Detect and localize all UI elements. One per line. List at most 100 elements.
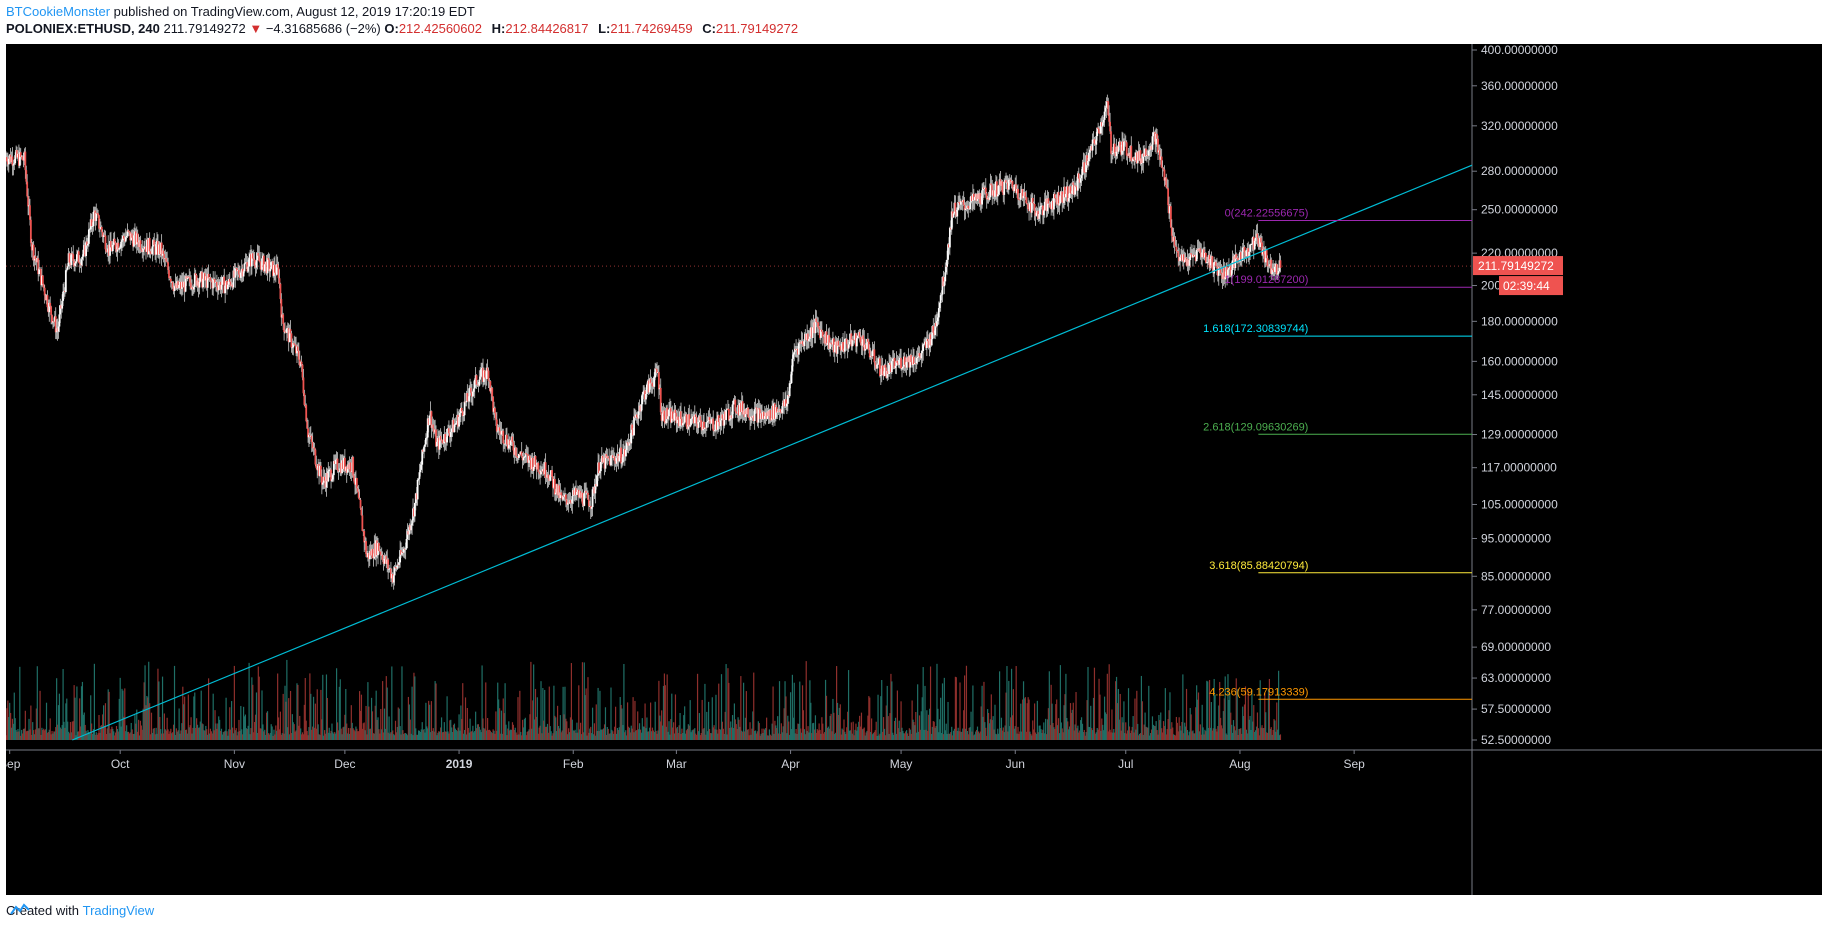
candle-body: [463, 401, 466, 416]
candle-body: [268, 259, 271, 272]
chart-header: BTCookieMonster published on TradingView…: [0, 0, 1828, 44]
candle-body: [1275, 264, 1278, 275]
candle-body: [864, 344, 867, 351]
candle-body: [200, 271, 203, 274]
candle-body: [828, 335, 831, 349]
candle-body: [306, 420, 309, 429]
candle-body: [589, 506, 592, 509]
candle-body: [203, 273, 205, 279]
candle-body: [754, 407, 757, 410]
y-tick-label: 160.00000000: [1481, 354, 1558, 368]
candle-body: [684, 414, 687, 417]
candle-body: [873, 349, 876, 363]
candle-body: [1000, 181, 1003, 186]
candle-body: [1006, 182, 1008, 184]
candle-body: [297, 350, 300, 360]
candle-body: [1260, 237, 1263, 243]
candle-body: [1084, 172, 1087, 173]
candle-body: [809, 336, 811, 339]
candle-body: [652, 386, 655, 387]
author-link[interactable]: BTCookieMonster: [6, 4, 111, 19]
candle-body: [966, 205, 969, 210]
candle-body: [248, 257, 251, 267]
candle-body: [937, 317, 939, 322]
candle-body: [63, 291, 65, 292]
candle-body: [1121, 141, 1123, 155]
candle-body: [120, 241, 123, 248]
candle-body: [983, 187, 986, 189]
candle-body: [775, 407, 778, 413]
candle-body: [1030, 203, 1032, 213]
candle-body: [1236, 257, 1239, 259]
candle-body: [992, 190, 995, 196]
candle-body: [395, 567, 398, 569]
candle-body: [967, 205, 970, 209]
candle-body: [711, 418, 714, 420]
candle-body: [51, 315, 53, 323]
candle-body: [960, 201, 962, 205]
candle-body: [641, 394, 644, 405]
candle-body: [259, 261, 262, 263]
candle-body: [160, 242, 163, 256]
candle-body: [322, 476, 325, 483]
candle-body: [749, 417, 751, 421]
candle-body: [1020, 189, 1023, 194]
candle-body: [543, 462, 546, 475]
candle-body: [458, 416, 460, 427]
candle-body: [271, 261, 274, 263]
candle-body: [1279, 260, 1282, 268]
candle-body: [771, 405, 774, 421]
candle-body: [769, 410, 772, 420]
candle-body: [611, 455, 613, 457]
candle-body: [54, 316, 57, 333]
candle-body: [10, 156, 13, 163]
candle-body: [681, 418, 683, 426]
candle-body: [387, 559, 390, 570]
candle-body: [533, 455, 536, 467]
candle-body: [1134, 152, 1137, 161]
candle-body: [748, 417, 751, 418]
candle-body: [1118, 141, 1121, 147]
candle-body: [934, 322, 937, 336]
candle-body: [1096, 127, 1099, 137]
candle-body: [852, 339, 855, 341]
candle-body: [224, 285, 227, 294]
candle-body: [606, 456, 609, 458]
candle-body: [66, 266, 69, 270]
tradingview-link[interactable]: TradingView: [82, 903, 155, 918]
candle-body: [867, 338, 869, 342]
countdown-label: 02:39:44: [1503, 279, 1550, 293]
candle-body: [85, 241, 88, 257]
candle-body: [938, 303, 941, 309]
candle-body: [745, 409, 748, 415]
candle-body: [133, 235, 135, 247]
candle-body: [1035, 212, 1038, 216]
candle-body: [557, 485, 560, 496]
candle-body: [289, 329, 292, 334]
y-tick-label: 250.00000000: [1481, 203, 1558, 217]
candle-body: [266, 257, 269, 274]
candle-body: [878, 358, 880, 364]
candle-body: [731, 404, 734, 419]
price-chart[interactable]: 400.00000000 360.00000000 320.00000000 280.…: [6, 44, 1822, 895]
candle-body: [555, 484, 558, 493]
candle-body: [473, 379, 476, 389]
candle-body: [1267, 265, 1270, 267]
candle-body: [1119, 141, 1122, 147]
candle-body: [394, 567, 397, 568]
candle-body: [770, 419, 773, 421]
chart-area[interactable]: 400.00000000 360.00000000 320.00000000 280.…: [6, 44, 1822, 895]
candle-body: [1166, 187, 1169, 189]
candle-body: [169, 277, 171, 279]
candle-body: [486, 367, 489, 371]
candle-body: [262, 255, 264, 259]
candle-body: [991, 185, 994, 196]
candle-body: [537, 462, 540, 472]
candle-body: [791, 358, 794, 372]
candle-body: [485, 367, 488, 379]
candle-body: [1076, 173, 1079, 191]
candle-body: [735, 411, 738, 414]
candle-body: [96, 212, 99, 214]
candle-body: [290, 333, 293, 348]
candle-body: [138, 240, 141, 247]
